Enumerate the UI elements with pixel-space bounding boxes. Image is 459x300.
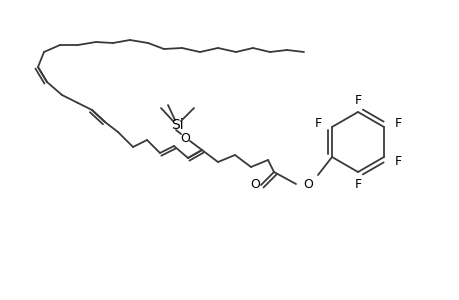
Text: F: F: [393, 154, 401, 167]
Text: O: O: [250, 178, 259, 191]
Text: Si: Si: [170, 118, 183, 132]
Text: F: F: [393, 116, 401, 130]
Text: F: F: [354, 178, 361, 190]
Text: O: O: [302, 178, 312, 190]
Text: F: F: [354, 94, 361, 106]
Text: F: F: [314, 116, 321, 130]
Text: O: O: [179, 131, 190, 145]
